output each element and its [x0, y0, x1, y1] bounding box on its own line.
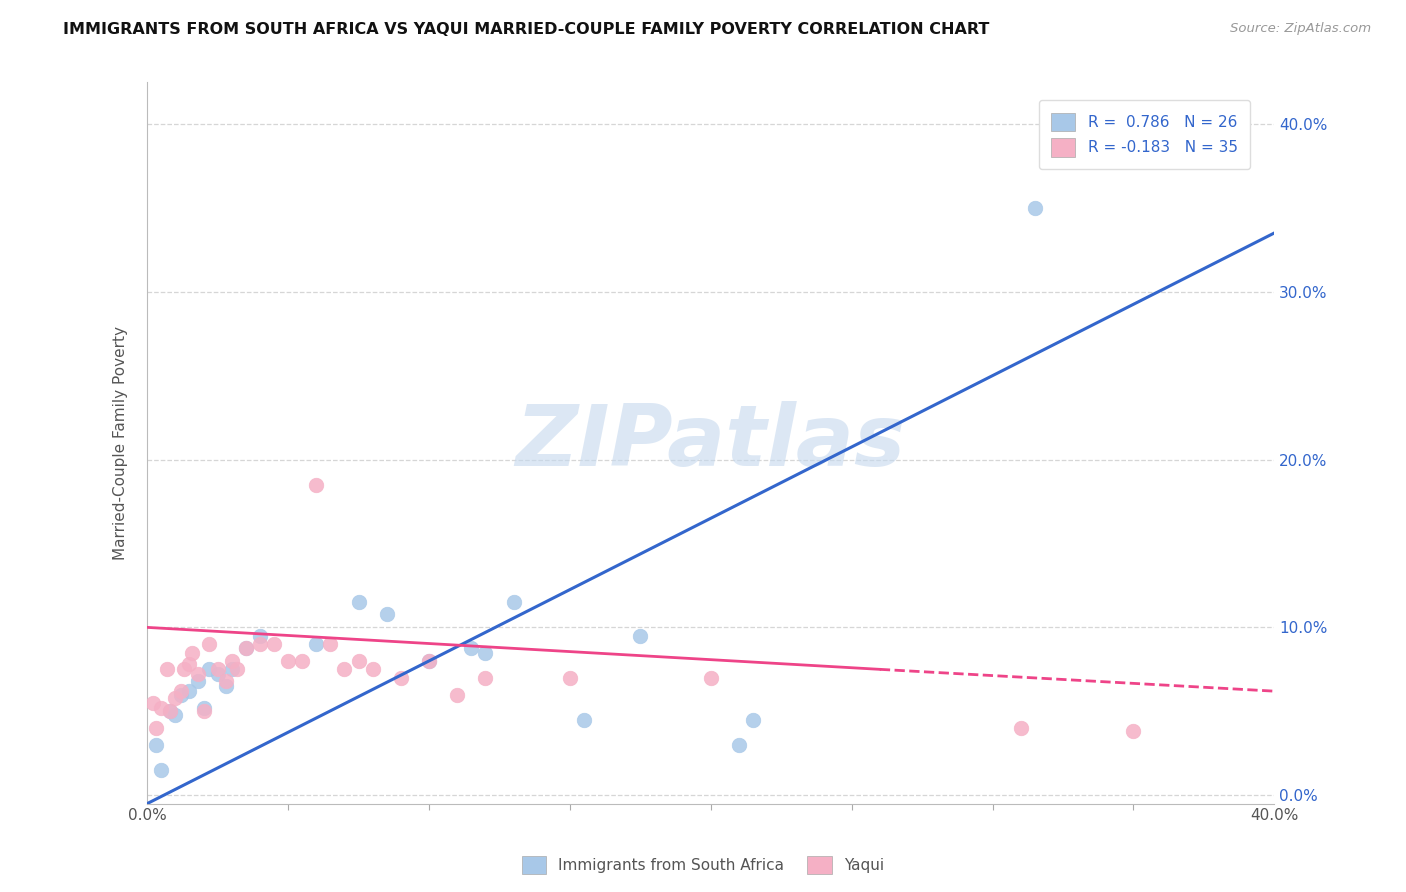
Point [198, 662, 221, 676]
Point [1010, 721, 1032, 735]
Point [221, 654, 243, 668]
Point [150, 763, 173, 777]
Point [502, 595, 524, 609]
Point [389, 671, 412, 685]
Y-axis label: Married-Couple Family Poverty: Married-Couple Family Poverty [114, 326, 128, 560]
Point [198, 637, 221, 651]
Point [156, 662, 179, 676]
Point [170, 688, 193, 702]
Point [159, 704, 181, 718]
Point [277, 654, 299, 668]
Point [165, 690, 187, 705]
Point [145, 738, 167, 752]
Point [179, 657, 201, 672]
Point [418, 654, 440, 668]
Text: Source: ZipAtlas.com: Source: ZipAtlas.com [1230, 22, 1371, 36]
Point [193, 701, 215, 715]
Point [446, 688, 468, 702]
Point [700, 671, 723, 685]
Point [193, 704, 215, 718]
Point [375, 607, 398, 621]
Point [1122, 724, 1144, 739]
Point [179, 684, 201, 698]
Point [207, 667, 229, 681]
Point [142, 696, 165, 710]
Point [226, 662, 249, 676]
Point [333, 662, 356, 676]
Legend: Immigrants from South Africa, Yaqui: Immigrants from South Africa, Yaqui [516, 850, 890, 880]
Point [150, 701, 173, 715]
Point [165, 707, 187, 722]
Point [221, 662, 243, 676]
Point [474, 646, 496, 660]
Point [207, 662, 229, 676]
Point [460, 640, 482, 655]
Point [145, 721, 167, 735]
Point [187, 667, 209, 681]
Point [474, 671, 496, 685]
Point [361, 662, 384, 676]
Point [291, 654, 314, 668]
Point [235, 640, 257, 655]
Point [347, 595, 370, 609]
Point [249, 629, 271, 643]
Point [170, 684, 193, 698]
Point [347, 654, 370, 668]
Point [572, 713, 595, 727]
Point [305, 477, 328, 491]
Point [319, 637, 342, 651]
Point [305, 637, 328, 651]
Point [628, 629, 651, 643]
Point [187, 674, 209, 689]
Text: IMMIGRANTS FROM SOUTH AFRICA VS YAQUI MARRIED-COUPLE FAMILY POVERTY CORRELATION : IMMIGRANTS FROM SOUTH AFRICA VS YAQUI MA… [63, 22, 990, 37]
Point [215, 674, 238, 689]
Point [558, 671, 581, 685]
Legend: R =  0.786   N = 26, R = -0.183   N = 35: R = 0.786 N = 26, R = -0.183 N = 35 [1039, 101, 1250, 169]
Point [249, 637, 271, 651]
Point [263, 637, 285, 651]
Point [159, 704, 181, 718]
Text: ZIPatlas: ZIPatlas [516, 401, 905, 484]
Point [418, 654, 440, 668]
Point [728, 738, 751, 752]
Point [215, 679, 238, 693]
Point [181, 646, 204, 660]
Point [173, 662, 195, 676]
Point [235, 640, 257, 655]
Point [742, 713, 765, 727]
Point [1024, 201, 1046, 215]
